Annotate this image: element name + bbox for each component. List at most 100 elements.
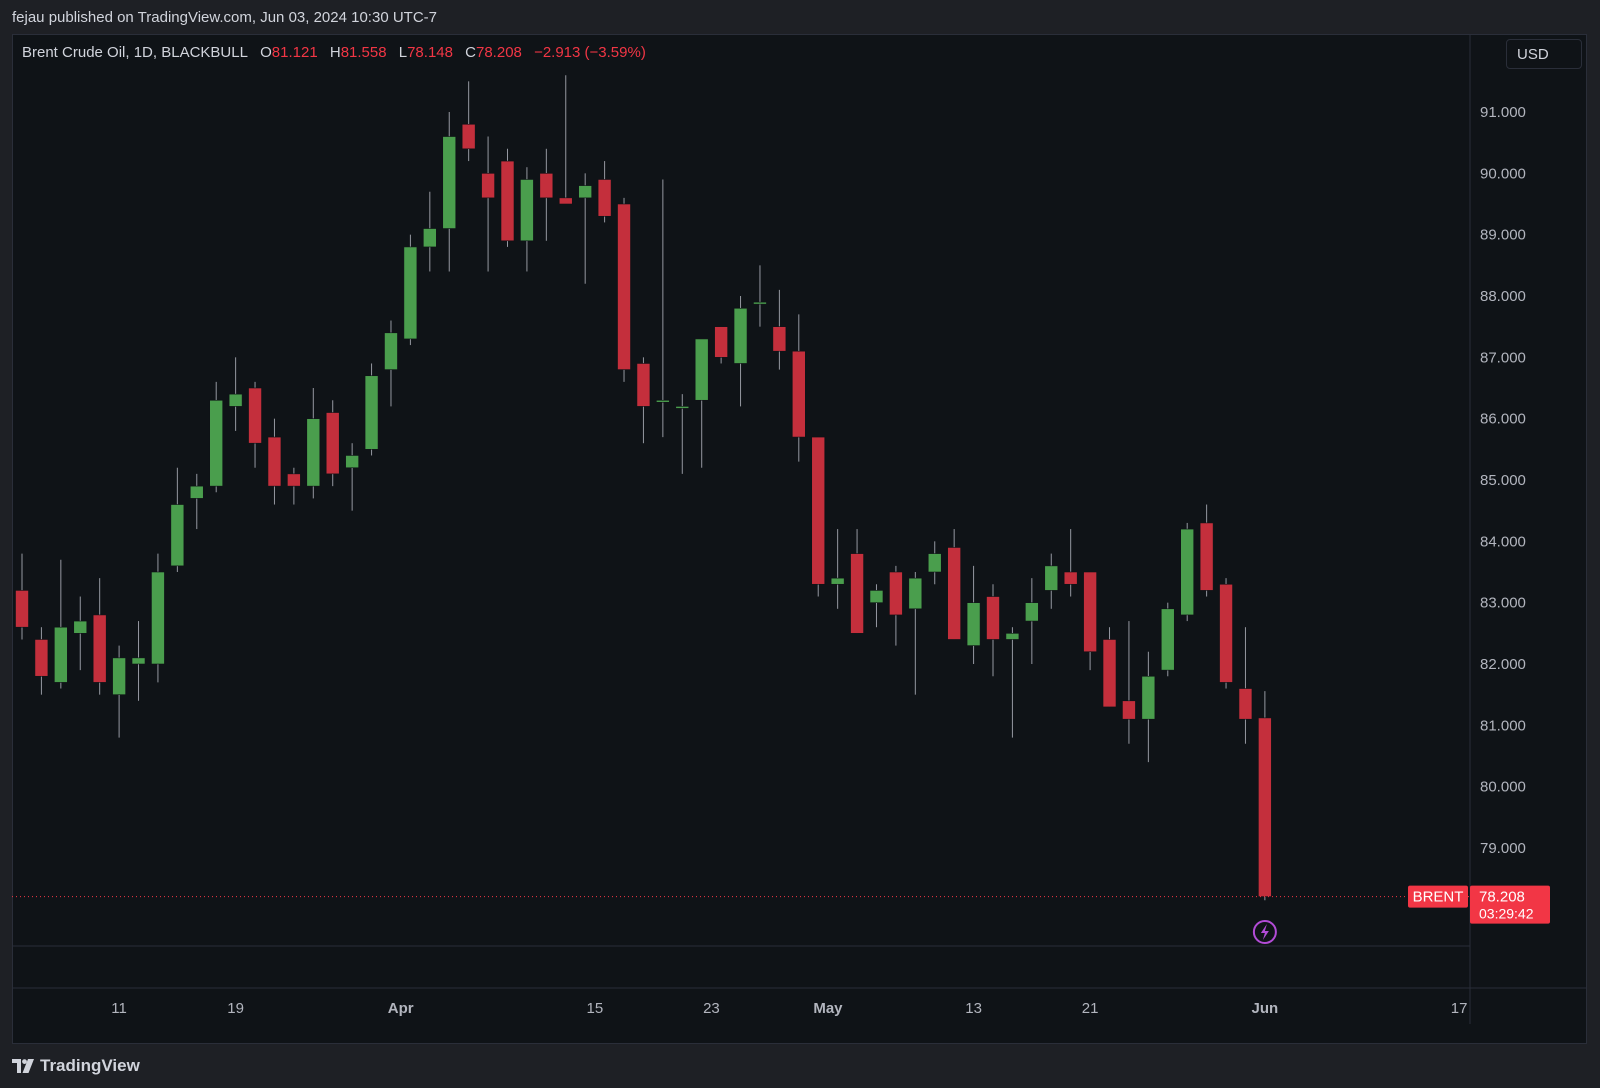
candle-body xyxy=(656,399,670,403)
countdown-label: 03:29:42 xyxy=(1479,906,1534,922)
candle xyxy=(1122,621,1136,744)
candle-body xyxy=(1102,639,1117,708)
candle-body xyxy=(908,577,923,610)
candle-body xyxy=(927,553,942,573)
candle-body xyxy=(461,123,476,150)
candle xyxy=(364,363,379,456)
candle-body xyxy=(1025,602,1039,622)
close-label: C xyxy=(465,44,476,61)
candle-body xyxy=(384,332,398,370)
candle xyxy=(811,436,826,597)
candle-body xyxy=(520,179,534,242)
time-tick-label: Apr xyxy=(388,1000,414,1017)
time-axis: 11 19 Apr 15 23 May 13 21 Jun 17 xyxy=(111,1000,1467,1017)
candle xyxy=(306,388,321,499)
candle xyxy=(617,197,631,382)
time-tick-label: 21 xyxy=(1082,1000,1099,1017)
candle xyxy=(267,418,282,505)
candle-body xyxy=(151,571,165,665)
candle xyxy=(1083,571,1097,671)
candle xyxy=(830,529,845,609)
lightning-bolt xyxy=(1260,924,1269,940)
candle-body xyxy=(189,485,204,499)
candle xyxy=(772,289,787,370)
candle xyxy=(986,584,1000,677)
symbol-title[interactable]: Brent Crude Oil, 1D, BLACKBULL xyxy=(22,44,248,61)
candle-body xyxy=(364,375,379,450)
open-value: 81.121 xyxy=(271,44,318,61)
candle xyxy=(1258,691,1272,901)
candle-body xyxy=(850,553,864,634)
tradingview-logo[interactable]: TradingView xyxy=(12,1056,140,1076)
candle xyxy=(15,553,29,640)
price-tick-label: 87.000 xyxy=(1480,349,1526,366)
candle xyxy=(461,81,476,162)
candle xyxy=(481,136,495,272)
time-tick-label: 13 xyxy=(965,1000,982,1017)
candle xyxy=(1219,578,1233,689)
candle-body xyxy=(694,338,709,401)
price-axis: 79.000 80.000 81.000 82.000 83.000 84.000 85.0… xyxy=(1480,104,1526,857)
low-label: L xyxy=(398,44,408,61)
candle-body xyxy=(578,185,592,199)
candle xyxy=(578,173,592,284)
price-tick-label: 90.000 xyxy=(1480,165,1526,182)
candle xyxy=(1141,651,1156,763)
price-tick-label: 80.000 xyxy=(1480,779,1526,796)
candle xyxy=(34,627,49,695)
candle-body xyxy=(1238,688,1253,720)
lightning-circle xyxy=(1252,920,1277,944)
candle-body xyxy=(54,626,68,683)
symbol-tag: BRENT xyxy=(1413,889,1464,906)
currency-button[interactable]: USD xyxy=(1506,39,1582,69)
candle-body xyxy=(423,228,437,248)
candle-body xyxy=(1122,700,1136,720)
candle-body xyxy=(442,136,457,229)
candle-body xyxy=(248,387,262,444)
candle xyxy=(636,357,651,444)
close-value: 78.208 xyxy=(476,44,522,61)
price-tick-label: 88.000 xyxy=(1480,288,1526,305)
candle xyxy=(966,565,981,664)
candle-body xyxy=(539,173,554,199)
tradingview-logo-icon xyxy=(12,1059,34,1073)
candle xyxy=(1180,522,1194,622)
candle-body xyxy=(1063,571,1078,585)
high-label: H xyxy=(329,44,341,61)
candle-body xyxy=(1160,608,1175,671)
candle-body xyxy=(772,326,787,352)
price-tick-label: 79.000 xyxy=(1480,840,1526,857)
lightning-bolt-icon xyxy=(1252,920,1277,944)
candle xyxy=(714,326,728,364)
candle-body xyxy=(325,412,340,475)
candle-body xyxy=(170,504,185,567)
chart-grid xyxy=(12,34,1587,1024)
price-tick-label: 81.000 xyxy=(1480,717,1526,734)
candle xyxy=(869,584,884,628)
candle xyxy=(228,357,243,431)
candle-body xyxy=(1005,633,1020,640)
publish-info: fejau published on TradingView.com, Jun … xyxy=(12,8,437,26)
brand-name: TradingView xyxy=(40,1056,140,1075)
time-tick-label: May xyxy=(813,1000,843,1017)
candle xyxy=(112,645,126,738)
candle xyxy=(1044,553,1059,609)
candle xyxy=(442,112,457,272)
candle-body xyxy=(1083,571,1097,653)
candle-body xyxy=(1199,522,1214,591)
candle xyxy=(791,314,806,462)
candle-body xyxy=(1219,583,1233,683)
candle-body xyxy=(558,197,573,205)
candle xyxy=(733,296,748,407)
candlestick-chart[interactable]: 79.000 80.000 81.000 82.000 83.000 84.000 85.0… xyxy=(12,34,1587,1044)
candle xyxy=(1025,578,1039,664)
candle xyxy=(889,565,903,646)
candle-body xyxy=(112,657,126,695)
candle xyxy=(597,161,612,223)
candle-body xyxy=(733,307,748,364)
candle xyxy=(1102,627,1117,708)
candle xyxy=(500,148,515,247)
candle-body xyxy=(869,590,884,603)
